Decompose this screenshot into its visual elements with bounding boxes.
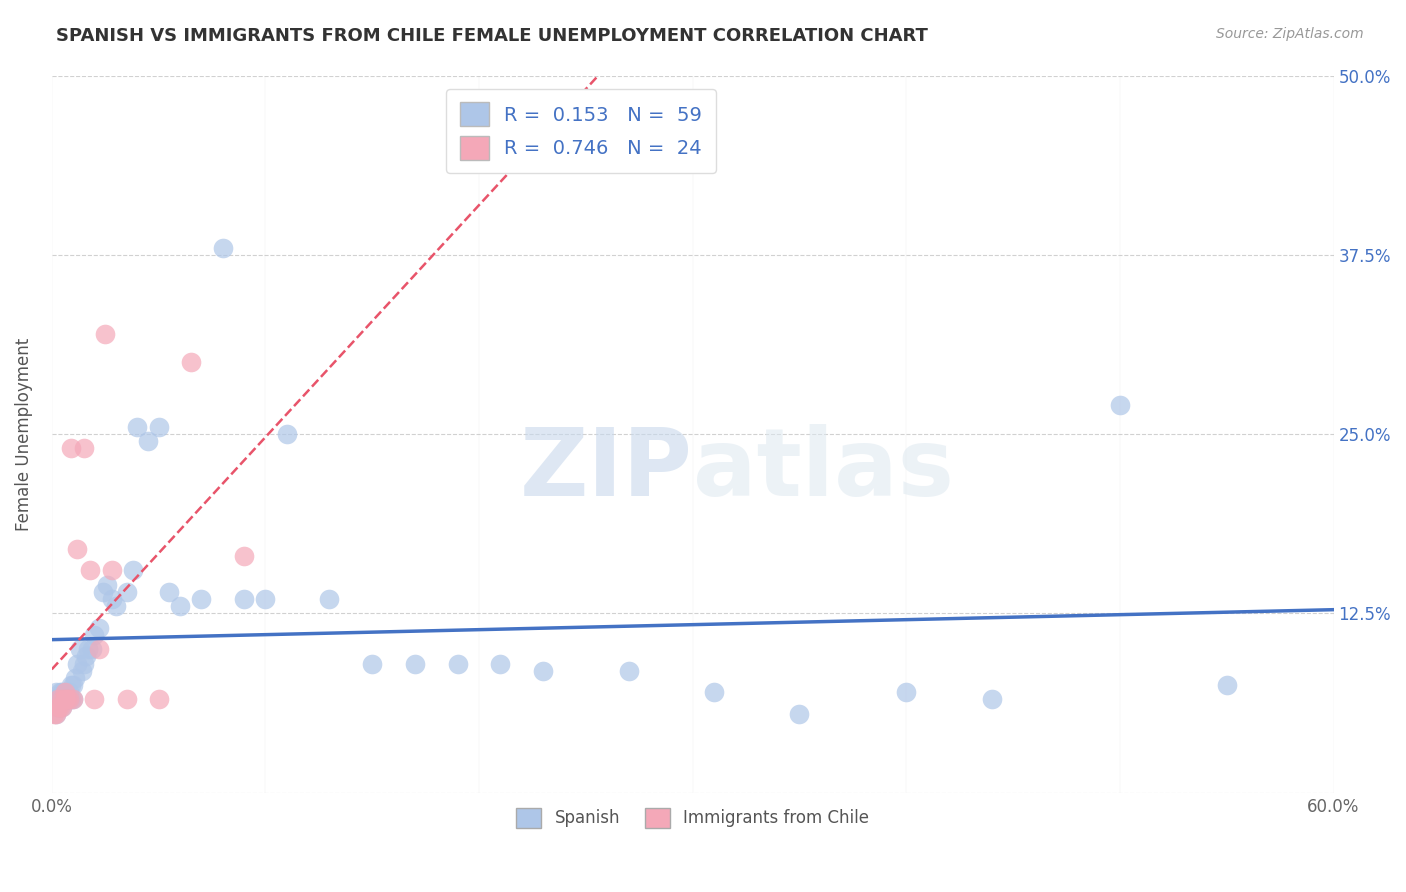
Point	[45, 706, 67, 721]
Point	[75, 649, 97, 664]
Point	[69, 642, 91, 657]
Point	[45, 706, 67, 721]
Point	[53, 685, 76, 699]
Point	[70, 664, 93, 678]
Point	[169, 599, 191, 614]
Point	[703, 685, 725, 699]
Point	[233, 549, 256, 563]
Point	[46, 692, 69, 706]
Point	[157, 585, 180, 599]
Point	[46, 692, 69, 706]
Text: ZIP: ZIP	[520, 424, 693, 516]
Point	[446, 657, 468, 671]
Point	[58, 685, 80, 699]
Point	[51, 699, 73, 714]
Point	[51, 692, 73, 706]
Point	[87, 621, 110, 635]
Point	[49, 685, 72, 699]
Point	[115, 692, 138, 706]
Point	[49, 699, 72, 714]
Point	[58, 692, 80, 706]
Point	[79, 563, 101, 577]
Point	[100, 563, 122, 577]
Point	[62, 678, 84, 692]
Point	[73, 657, 96, 671]
Point	[73, 442, 96, 456]
Point	[49, 692, 72, 706]
Point	[104, 599, 127, 614]
Point	[94, 326, 117, 341]
Point	[233, 592, 256, 607]
Point	[51, 692, 73, 706]
Point	[51, 699, 73, 714]
Point	[617, 664, 640, 678]
Point	[489, 657, 512, 671]
Point	[42, 692, 65, 706]
Point	[53, 692, 76, 706]
Point	[100, 592, 122, 607]
Point	[53, 685, 76, 699]
Point	[53, 692, 76, 706]
Point	[42, 706, 65, 721]
Point	[55, 692, 77, 706]
Point	[82, 642, 104, 657]
Point	[180, 355, 202, 369]
Point	[122, 563, 145, 577]
Point	[96, 577, 118, 591]
Point	[789, 706, 811, 721]
Point	[83, 692, 105, 706]
Point	[55, 685, 77, 699]
Point	[318, 592, 340, 607]
Point	[83, 628, 105, 642]
Point	[211, 241, 233, 255]
Point	[58, 692, 80, 706]
Y-axis label: Female Unemployment: Female Unemployment	[15, 337, 32, 531]
Point	[115, 585, 138, 599]
Text: SPANISH VS IMMIGRANTS FROM CHILE FEMALE UNEMPLOYMENT CORRELATION CHART: SPANISH VS IMMIGRANTS FROM CHILE FEMALE …	[56, 27, 928, 45]
Text: atlas: atlas	[693, 424, 953, 516]
Point	[980, 692, 1002, 706]
Point	[148, 420, 170, 434]
Point	[91, 585, 114, 599]
Point	[531, 664, 554, 678]
Point	[66, 657, 89, 671]
Point	[59, 692, 82, 706]
Point	[59, 442, 82, 456]
Point	[87, 642, 110, 657]
Point	[136, 434, 159, 449]
Point	[66, 541, 89, 556]
Point	[127, 420, 149, 434]
Point	[46, 699, 69, 714]
Point	[77, 642, 100, 657]
Point	[51, 685, 73, 699]
Point	[254, 592, 277, 607]
Point	[62, 692, 84, 706]
Point	[45, 685, 67, 699]
Point	[148, 692, 170, 706]
Point	[361, 657, 384, 671]
Legend: Spanish, Immigrants from Chile: Spanish, Immigrants from Chile	[509, 801, 876, 835]
Point	[1109, 398, 1132, 412]
Point	[62, 692, 84, 706]
Point	[46, 699, 69, 714]
Point	[190, 592, 212, 607]
Point	[896, 685, 918, 699]
Point	[65, 671, 87, 685]
Point	[404, 657, 426, 671]
Point	[59, 678, 82, 692]
Text: Source: ZipAtlas.com: Source: ZipAtlas.com	[1216, 27, 1364, 41]
Point	[276, 427, 298, 442]
Point	[1215, 678, 1237, 692]
Point	[55, 692, 77, 706]
